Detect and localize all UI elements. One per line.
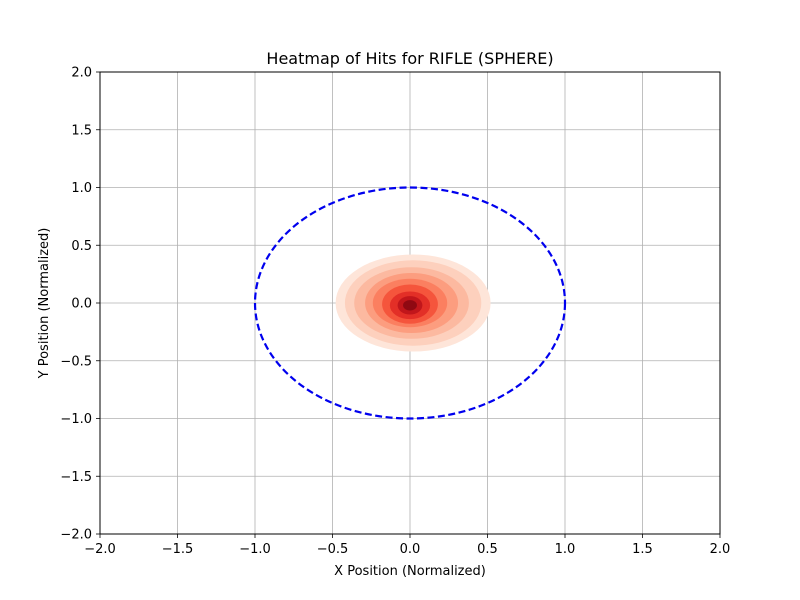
- x-tick-label: −2.0: [84, 542, 116, 557]
- x-tick-label: −1.0: [239, 542, 271, 557]
- x-tick-label: −1.5: [162, 542, 194, 557]
- chart-title: Heatmap of Hits for RIFLE (SPHERE): [266, 49, 553, 68]
- x-tick-label: −0.5: [317, 542, 349, 557]
- x-tick-label: 1.0: [555, 542, 576, 557]
- y-axis-label: Y Position (Normalized): [37, 228, 52, 380]
- axis-ticks: −2.0 −1.5 −1.0 −0.5 0.0 0.5 1.0 1.5 2.0 −2.0 −1.5 −…: [60, 66, 730, 558]
- y-tick-label: 1.5: [71, 123, 92, 138]
- x-tick-label: 0.0: [400, 542, 421, 557]
- boundary-circle: [253, 186, 567, 420]
- y-tick-label: −0.5: [60, 354, 92, 369]
- y-tick-label: 0.0: [71, 297, 92, 312]
- y-tick-label: 2.0: [71, 66, 92, 81]
- y-tick-label: −1.5: [60, 470, 92, 485]
- x-axis-label: X Position (Normalized): [334, 564, 486, 579]
- density-contours: [335, 254, 491, 352]
- x-tick-label: 2.0: [710, 542, 731, 557]
- x-tick-label: 0.5: [477, 542, 498, 557]
- y-tick-label: 0.5: [71, 239, 92, 254]
- density-level-8: [403, 300, 417, 311]
- y-tick-label: −2.0: [60, 528, 92, 543]
- x-tick-label: 1.5: [632, 542, 653, 557]
- y-tick-label: −1.0: [60, 412, 92, 427]
- y-tick-label: 1.0: [71, 181, 92, 196]
